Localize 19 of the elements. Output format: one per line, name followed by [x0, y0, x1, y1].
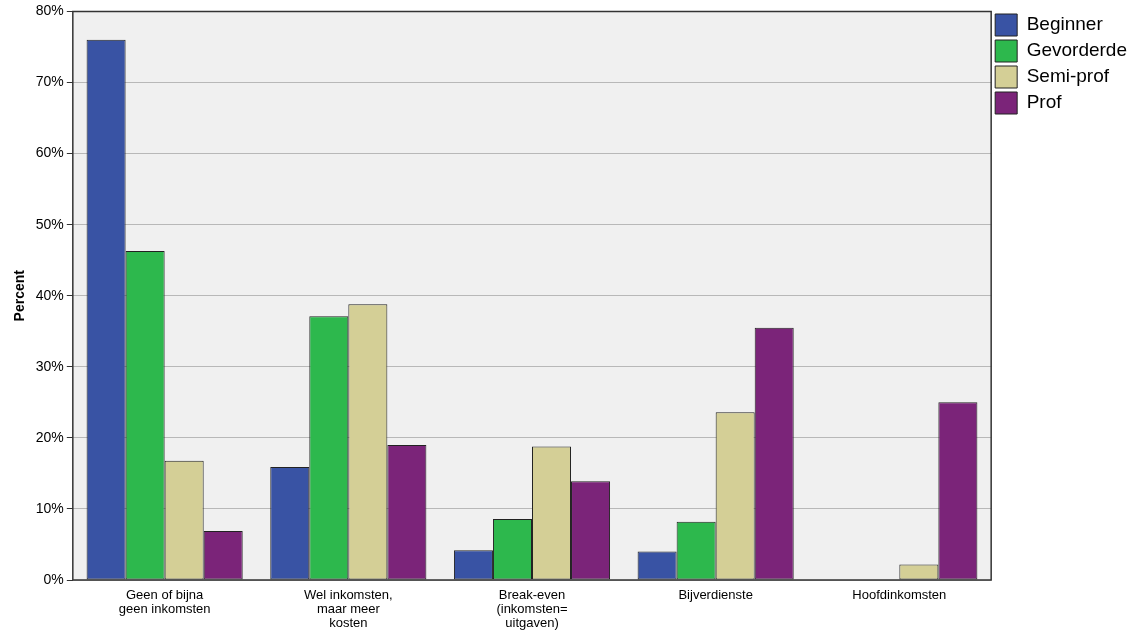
y-tick-label: 80% — [35, 2, 64, 19]
legend-label: Semi-prof — [1026, 65, 1110, 87]
y-tick-label: 60% — [35, 144, 64, 161]
x-tick-label: Wel inkomsten, maar meer kosten — [304, 587, 393, 630]
x-tick-label: Bijverdienste — [678, 587, 753, 603]
y-axis-title: Percent — [11, 269, 28, 322]
y-tick-label: 20% — [35, 428, 64, 445]
y-tick-label: 30% — [35, 357, 64, 374]
x-tick-label: Geen of bijna geen inkomsten — [118, 587, 211, 617]
x-tick-label: Break-even (inkomsten= uitgaven) — [496, 587, 568, 630]
legend-label: Beginner — [1026, 13, 1104, 35]
y-tick-label: 10% — [35, 499, 64, 516]
y-tick-label: 70% — [35, 73, 64, 90]
legend-label: Gevorderde — [1026, 39, 1128, 61]
y-tick-label: 40% — [35, 286, 64, 303]
legend-label: Prof — [1026, 91, 1063, 113]
y-tick-label: 50% — [35, 215, 64, 232]
x-tick-label: Hoofdinkomsten — [852, 587, 947, 603]
y-tick-label: 0% — [43, 570, 64, 587]
